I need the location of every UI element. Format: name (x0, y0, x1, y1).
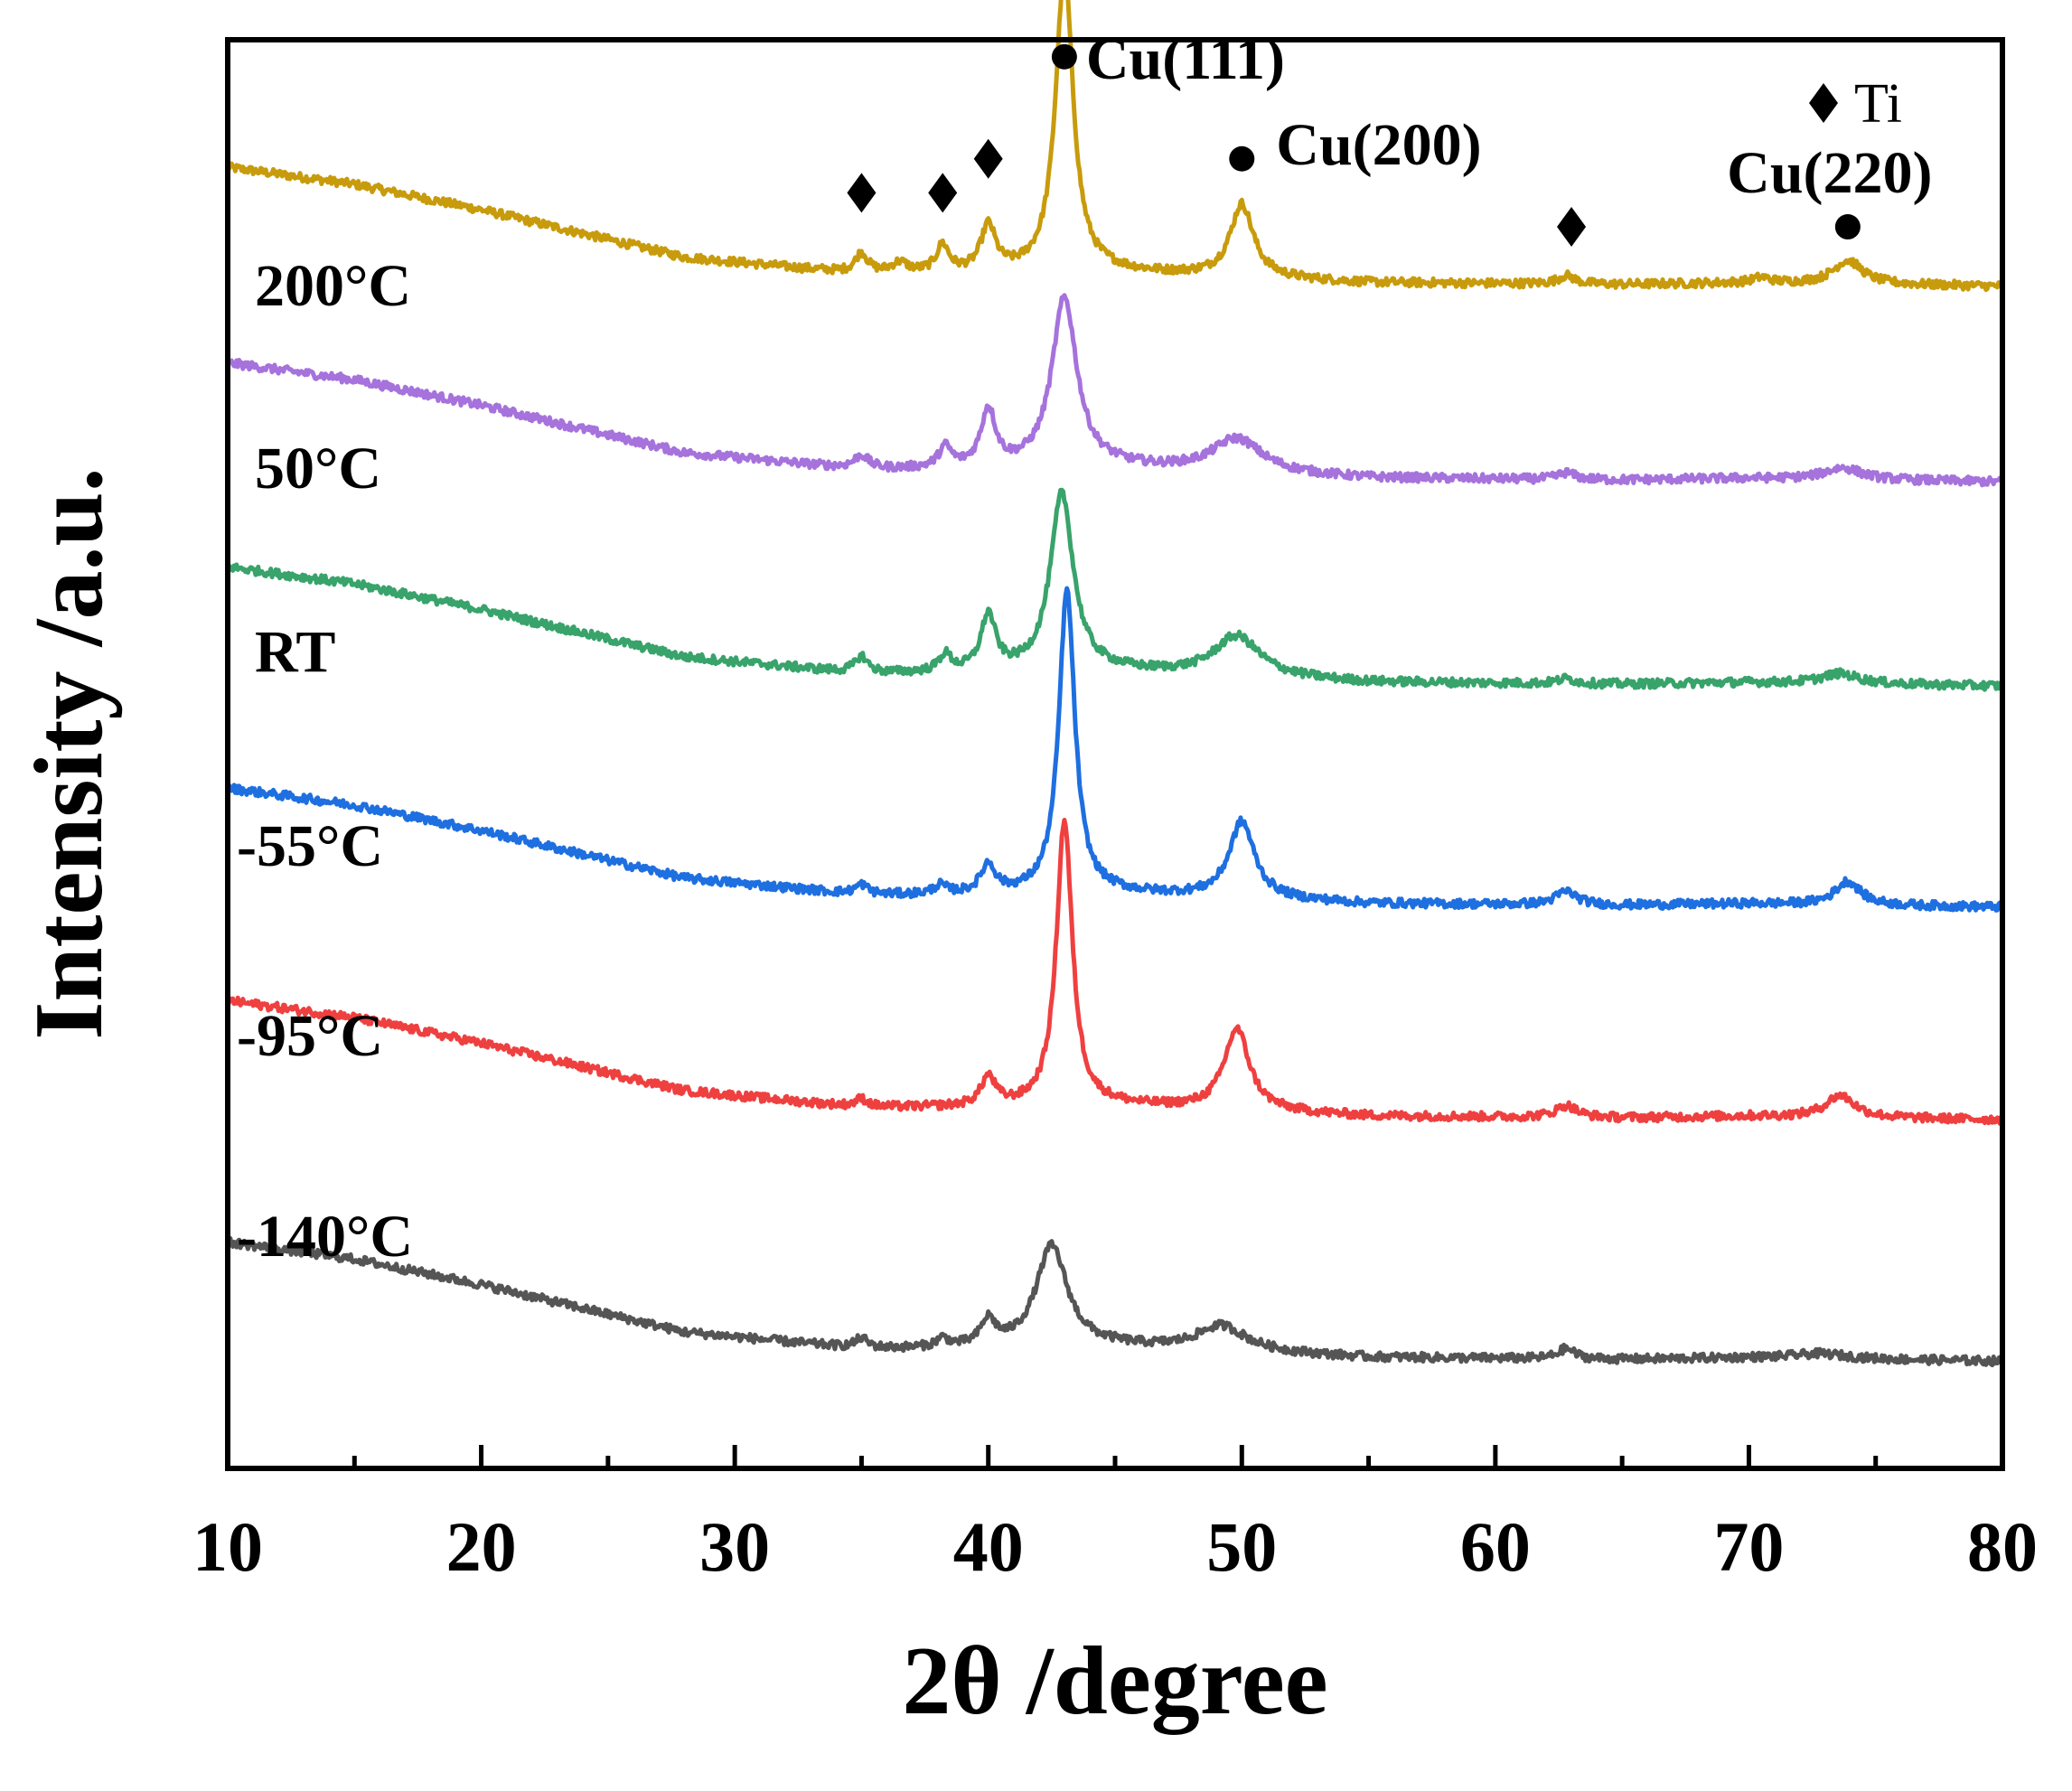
series-label-rt: RT (255, 619, 335, 685)
series-label-95c: -95°C (237, 1003, 383, 1069)
legend: Ti (1809, 73, 1902, 135)
series-line-200c (225, 0, 2004, 293)
x-tick-label: 60 (1460, 1507, 1531, 1586)
x-axis-title: 2θ /degree (902, 1627, 1327, 1735)
plot-frame (225, 37, 2005, 1471)
ti-diamond-marker (1557, 207, 1587, 248)
ti-diamond-marker (928, 173, 958, 213)
series-line-95c (225, 818, 2005, 1126)
legend-label-ti: Ti (1854, 73, 1902, 135)
series-labels: 200°C 50°C RT -55°C -95°C -140°C (237, 253, 413, 1270)
series-label-200c: 200°C (255, 253, 411, 319)
series-line-140c (225, 1235, 2004, 1368)
x-tick-label: 10 (192, 1507, 263, 1586)
x-tick-label: 70 (1713, 1507, 1784, 1586)
series-label-55c: -55°C (237, 813, 383, 879)
y-axis-title: Intensity /a.u. (15, 467, 123, 1039)
ti-diamond-marker (973, 138, 1003, 179)
legend-diamond-icon (1809, 83, 1838, 123)
peak-label-cu220: Cu(220) (1727, 140, 1932, 206)
peak-label-cu111: Cu(111) (1086, 26, 1285, 92)
series-label-50c: 50°C (255, 436, 381, 502)
series-line-50c (225, 293, 2004, 488)
x-tick-label: 40 (953, 1507, 1024, 1586)
ti-diamond-marker (847, 173, 877, 213)
x-tick-label: 20 (446, 1507, 517, 1586)
peak-label-cu200: Cu(200) (1276, 112, 1481, 178)
peak-annotations: Cu(111) Cu(200) Cu(220) (847, 26, 1933, 248)
series-line-55c (225, 586, 2004, 913)
cu-circle-marker (1229, 145, 1255, 172)
series-line-rt (226, 487, 2005, 692)
series-curves (225, 0, 2005, 1368)
x-tick-label: 50 (1206, 1507, 1277, 1586)
x-tick-label: 80 (1967, 1507, 2038, 1586)
series-label-140c: -140°C (237, 1204, 413, 1270)
x-tick-label: 30 (699, 1507, 770, 1586)
x-axis-ticks: 10 20 30 40 50 60 70 80 (192, 1445, 2038, 1586)
cu-circle-marker (1834, 214, 1861, 240)
cu-circle-marker (1051, 43, 1077, 70)
